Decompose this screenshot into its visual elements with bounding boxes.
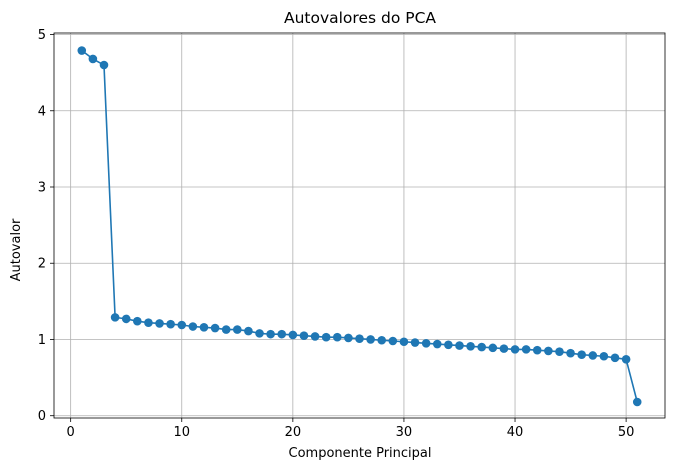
data-point-3: [99, 60, 109, 70]
data-point-37: [477, 342, 487, 352]
data-point-11: [188, 322, 198, 331]
data-point-34: [444, 340, 453, 350]
data-point-14: [221, 325, 231, 334]
data-point-2: [88, 54, 98, 64]
data-point-40: [510, 345, 520, 354]
x-tick-label: 40: [507, 425, 524, 440]
data-point-32: [421, 338, 431, 348]
data-point-17: [255, 329, 264, 338]
data-point-39: [499, 344, 509, 353]
x-tick-label: 20: [285, 425, 302, 440]
x-tick-label: 10: [173, 425, 190, 440]
data-point-20: [288, 330, 298, 340]
x-tick-label: 0: [67, 425, 75, 440]
data-point-19: [277, 329, 287, 339]
data-point-45: [566, 348, 575, 358]
data-point-12: [199, 322, 209, 332]
data-point-51: [632, 397, 642, 407]
data-point-42: [532, 345, 542, 355]
data-point-25: [344, 333, 353, 343]
data-point-41: [521, 345, 531, 354]
grid-lines: [54, 33, 665, 418]
data-point-27: [366, 335, 375, 344]
x-axis-label: Componente Principal: [289, 446, 432, 461]
data-point-29: [388, 336, 398, 346]
y-tick-label: 5: [38, 28, 46, 43]
data-point-31: [410, 338, 420, 347]
data-point-13: [210, 323, 220, 333]
y-tick-label: 1: [38, 333, 46, 348]
data-point-38: [488, 343, 498, 353]
data-point-28: [377, 335, 387, 345]
data-points: [77, 46, 642, 407]
y-tick-label: 0: [38, 409, 46, 424]
data-point-46: [577, 350, 586, 360]
data-point-48: [599, 351, 609, 361]
y-axis-label: Autovalor: [9, 218, 24, 281]
data-point-6: [133, 316, 142, 326]
data-point-50: [621, 354, 631, 364]
chart-title: Autovalores do PCA: [284, 9, 436, 27]
data-point-15: [233, 325, 242, 334]
y-axis-ticks: 0 1 2 3 4 5: [38, 28, 54, 424]
eigenvalue-line: [81, 49, 639, 403]
data-point-22: [310, 332, 320, 341]
x-tick-label: 30: [396, 425, 413, 440]
y-tick-label: 3: [38, 181, 46, 196]
data-point-43: [544, 346, 553, 356]
data-point-21: [299, 331, 309, 340]
x-axis-ticks: 0 10 20 30 40 50: [67, 418, 635, 440]
data-point-4: [110, 313, 120, 322]
series-line: [81, 49, 639, 403]
data-point-26: [355, 334, 364, 344]
data-point-36: [466, 342, 475, 351]
data-point-30: [399, 337, 409, 347]
data-point-8: [155, 319, 164, 328]
data-point-9: [166, 319, 175, 329]
data-point-24: [332, 332, 342, 342]
data-point-35: [455, 341, 464, 350]
data-point-18: [266, 329, 275, 339]
data-point-1: [77, 46, 87, 55]
y-tick-label: 4: [38, 104, 46, 119]
data-point-10: [177, 320, 187, 330]
y-tick-label: 2: [38, 257, 46, 272]
plot-frame: [53, 32, 666, 419]
data-point-16: [244, 326, 253, 336]
data-point-5: [121, 314, 131, 324]
data-point-33: [432, 339, 442, 349]
data-point-7: [144, 318, 153, 328]
data-point-23: [321, 332, 331, 342]
data-point-44: [555, 347, 564, 356]
data-point-47: [588, 351, 598, 360]
x-tick-label: 50: [618, 425, 635, 440]
data-point-49: [610, 353, 620, 363]
